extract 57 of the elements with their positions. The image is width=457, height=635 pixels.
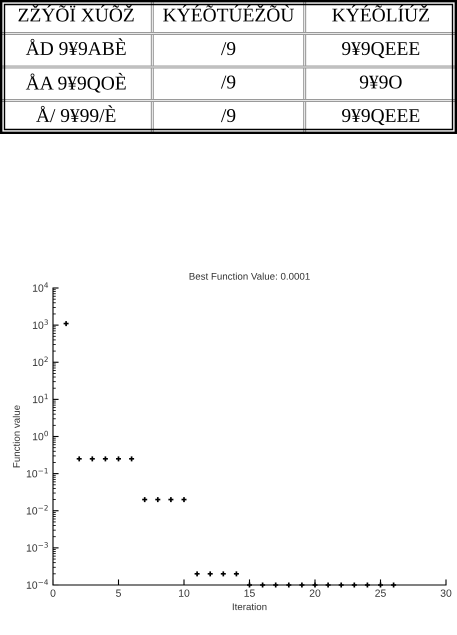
y-tick-label: 10$^{2}$ xyxy=(32,356,48,366)
y-tick-label: 10$^{3}$ xyxy=(32,319,48,329)
x-tick-label: 15 xyxy=(244,590,255,597)
y-tick-label: 10$^{−4}$ xyxy=(26,579,48,589)
x-tick-label: 10 xyxy=(179,589,190,597)
point xyxy=(378,582,384,588)
point xyxy=(142,497,148,502)
point xyxy=(364,582,370,588)
y-tick-label: 10$^{−1}$ xyxy=(26,468,48,478)
point xyxy=(234,571,239,576)
text: 9¥9O xyxy=(360,76,402,89)
point xyxy=(194,571,200,576)
y-tick-label: 10$^{0}$ xyxy=(32,430,48,440)
x-tick-label: 0 xyxy=(50,589,56,597)
point xyxy=(155,497,160,502)
text: 9¥9QEEE xyxy=(342,109,420,126)
text: 9¥9QEEE xyxy=(342,42,420,58)
chart-title: Best Function Value: 0.0001 xyxy=(190,272,310,280)
point xyxy=(352,582,357,588)
text: /9 xyxy=(220,76,236,89)
point xyxy=(312,582,318,588)
point xyxy=(116,456,122,462)
point xyxy=(286,582,292,588)
y-tick-label: 10$^{−2}$ xyxy=(26,505,48,515)
y-axis-title: Function value xyxy=(12,405,20,468)
point xyxy=(273,582,278,588)
x-tick-label: 20 xyxy=(310,589,320,597)
text: ÅA 9¥9QOÈ xyxy=(26,72,126,93)
point xyxy=(220,571,226,576)
point xyxy=(181,497,187,502)
point xyxy=(299,582,304,588)
text: ÅD 9¥9ABÈ xyxy=(26,38,126,56)
text: /9 xyxy=(220,42,236,56)
x-tick-label: 25 xyxy=(375,589,386,597)
category-label: KÝÉÕLÍÚŽ xyxy=(332,4,429,22)
point xyxy=(129,456,134,462)
y-tick-label: 10$^{1}$ xyxy=(32,394,48,404)
point xyxy=(90,456,95,462)
point xyxy=(64,321,69,326)
y-tick-label: 10$^{4}$ xyxy=(32,282,48,292)
category-label: KÝÉÕTÚÉŽÕÙ xyxy=(163,4,294,22)
y-tick-label: 10$^{−3}$ xyxy=(26,542,48,552)
category-label: ZŽÝÕÏ XÚÕŽ xyxy=(18,4,134,22)
point xyxy=(391,582,396,588)
point xyxy=(168,497,174,502)
point xyxy=(102,456,108,462)
point xyxy=(260,582,266,588)
x-tick-label: 5 xyxy=(116,590,121,597)
point xyxy=(338,582,344,588)
x-axis-title: Iteration xyxy=(232,603,266,610)
point xyxy=(326,582,331,588)
text: Å/ 9¥99/È xyxy=(36,105,116,122)
point xyxy=(246,582,252,588)
text: /9 xyxy=(220,109,236,122)
point xyxy=(76,456,82,462)
x-tick-label: 30 xyxy=(440,589,452,597)
point xyxy=(208,571,213,576)
